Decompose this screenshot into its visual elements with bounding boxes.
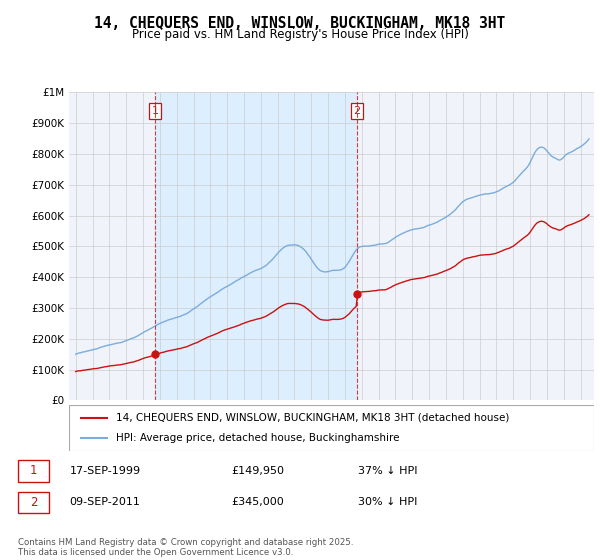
Text: Contains HM Land Registry data © Crown copyright and database right 2025.
This d: Contains HM Land Registry data © Crown c…	[18, 538, 353, 557]
FancyBboxPatch shape	[69, 405, 594, 451]
Text: HPI: Average price, detached house, Buckinghamshire: HPI: Average price, detached house, Buck…	[116, 433, 400, 443]
Text: 09-SEP-2011: 09-SEP-2011	[70, 497, 140, 507]
FancyBboxPatch shape	[18, 492, 49, 513]
Text: 37% ↓ HPI: 37% ↓ HPI	[358, 466, 417, 476]
Text: 2: 2	[353, 106, 361, 116]
FancyBboxPatch shape	[18, 460, 49, 482]
Text: 14, CHEQUERS END, WINSLOW, BUCKINGHAM, MK18 3HT: 14, CHEQUERS END, WINSLOW, BUCKINGHAM, M…	[94, 16, 506, 31]
Text: Price paid vs. HM Land Registry's House Price Index (HPI): Price paid vs. HM Land Registry's House …	[131, 28, 469, 41]
Text: 1: 1	[30, 464, 37, 478]
Text: 2: 2	[30, 496, 37, 509]
Bar	[155, 92, 357, 400]
Text: 17-SEP-1999: 17-SEP-1999	[70, 466, 141, 476]
Text: 14, CHEQUERS END, WINSLOW, BUCKINGHAM, MK18 3HT (detached house): 14, CHEQUERS END, WINSLOW, BUCKINGHAM, M…	[116, 413, 509, 423]
Text: £345,000: £345,000	[231, 497, 284, 507]
Text: £149,950: £149,950	[231, 466, 284, 476]
Text: 30% ↓ HPI: 30% ↓ HPI	[358, 497, 417, 507]
Text: 1: 1	[151, 106, 158, 116]
